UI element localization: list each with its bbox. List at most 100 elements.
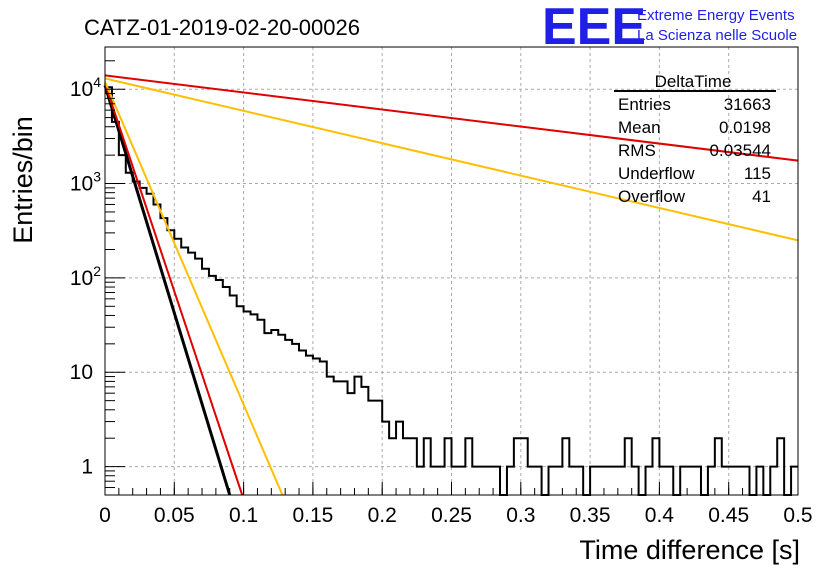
histogram-bin <box>569 467 576 495</box>
histogram-bin <box>576 467 583 495</box>
x-tick-label: 0.35 <box>570 504 611 527</box>
histogram-bin <box>493 467 500 495</box>
run-title: CATZ-01-2019-02-20-00026 <box>84 15 360 40</box>
histogram-bin <box>770 467 777 495</box>
x-tick-label: 0.1 <box>229 504 258 527</box>
fit-line-0 <box>103 84 232 496</box>
histogram-bin <box>140 188 147 495</box>
histogram-bin <box>431 467 438 495</box>
stats-label-underflow: Underflow <box>618 164 695 183</box>
histogram-bin <box>694 467 701 495</box>
histogram-bin <box>223 287 230 495</box>
histogram-bin <box>486 467 493 495</box>
histogram-bin <box>604 467 611 495</box>
stats-value-mean: 0.0198 <box>719 118 771 137</box>
histogram-bin <box>632 467 639 495</box>
histogram-bin <box>126 173 133 495</box>
x-tick-label: 0.05 <box>154 504 195 527</box>
histogram-bin <box>535 467 542 495</box>
fit-line-4 <box>104 74 799 162</box>
histogram-bin <box>555 467 562 495</box>
y-axis-label: Entries/bin <box>8 116 38 244</box>
histogram-bin <box>334 381 341 495</box>
histogram-bin <box>174 239 181 495</box>
eee-logo-line2: La Scienza nelle Scuole <box>637 27 797 44</box>
histogram-bin <box>722 467 729 495</box>
y-tick-label: 102 <box>70 263 101 290</box>
histogram-bin <box>320 361 327 495</box>
histogram-bin <box>680 467 687 495</box>
histogram-bin <box>368 401 375 495</box>
histogram-bin <box>112 122 119 495</box>
axis-ticks: 0 0.05 0.1 0.15 0.2 0.25 0.3 0.35 0.4 0.45 0.5 1 10 1… <box>70 60 813 527</box>
y-tick-label: 103 <box>70 169 101 196</box>
histogram-bin <box>611 467 618 495</box>
histogram-bin <box>438 467 445 495</box>
histogram-bin <box>659 467 666 495</box>
histogram-bin <box>348 393 355 495</box>
histogram-bin <box>133 182 140 495</box>
x-tick-label: 0.3 <box>506 504 535 527</box>
histogram-bin <box>507 467 514 495</box>
histogram-bin <box>618 467 625 495</box>
x-tick-label: 0.45 <box>708 504 749 527</box>
histogram-bin <box>209 276 216 495</box>
histogram-bin <box>479 467 486 495</box>
histogram-bin <box>244 312 251 495</box>
stats-label-overflow: Overflow <box>618 187 686 206</box>
histogram-bin <box>743 467 750 495</box>
histogram-bin <box>708 467 715 495</box>
histogram-bin <box>791 467 798 495</box>
fit-line-1 <box>104 83 244 496</box>
histogram-bin <box>278 335 285 495</box>
histogram-bin <box>646 467 653 495</box>
histogram-bin <box>756 467 763 495</box>
histogram-bin <box>257 320 264 495</box>
stats-box-name: DeltaTime <box>655 72 732 91</box>
histogram-bin <box>597 467 604 495</box>
stats-label-mean: Mean <box>618 118 661 137</box>
histogram-bin <box>167 230 174 495</box>
histogram-bin <box>105 87 112 495</box>
histogram-bin <box>264 333 271 495</box>
histogram-bin <box>354 377 361 495</box>
histogram-bin <box>341 381 348 495</box>
stats-value-entries: 31663 <box>724 95 771 114</box>
plot-frame <box>104 46 799 496</box>
histogram-bin <box>361 387 368 495</box>
x-tick-label: 0.4 <box>645 504 675 527</box>
stats-value-rms: 0.03544 <box>710 141 771 160</box>
fit-lines-layer <box>103 74 799 496</box>
histogram-bin <box>327 377 334 495</box>
histogram-bin <box>687 467 694 495</box>
histogram-bin <box>666 467 673 495</box>
stats-value-overflow: 41 <box>752 187 771 206</box>
x-tick-label: 0.25 <box>431 504 472 527</box>
histogram-bin <box>292 344 299 495</box>
histogram-bin <box>119 155 126 495</box>
x-axis-label: Time difference [s] <box>579 535 800 565</box>
x-tick-label: 0.2 <box>368 504 397 527</box>
x-tick-label: 0 <box>99 504 111 527</box>
fit-line-3 <box>104 77 799 242</box>
histogram-bin <box>181 247 188 495</box>
histogram-bin <box>417 467 424 495</box>
y-tick-label: 10 <box>70 361 93 384</box>
stats-value-underflow: 115 <box>744 164 771 183</box>
histogram-bin <box>590 467 597 495</box>
histogram-bin <box>736 467 743 495</box>
histogram-bin <box>306 356 313 495</box>
eee-logo: EEE <box>542 0 646 56</box>
histogram-bin <box>285 340 292 495</box>
histogram-bin <box>251 314 258 495</box>
histogram-bin <box>528 467 535 495</box>
x-tick-label: 0.15 <box>292 504 333 527</box>
stats-box: DeltaTime Entries 31663 Mean 0.0198 RMS … <box>614 72 776 206</box>
histogram-bin <box>382 422 389 495</box>
fit-line-2 <box>104 81 284 496</box>
stats-label-entries: Entries <box>618 95 671 114</box>
histogram-bin <box>396 422 403 495</box>
eee-logo-line1: Extreme Energy Events <box>637 7 795 24</box>
stats-label-rms: RMS <box>618 141 656 160</box>
